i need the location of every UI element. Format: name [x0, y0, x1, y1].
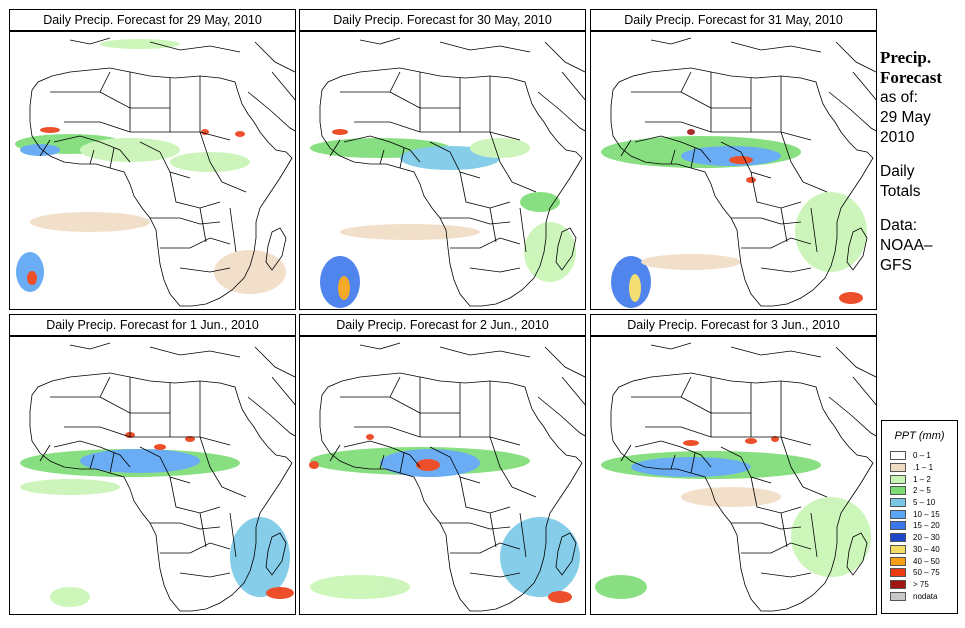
panel-title: Daily Precip. Forecast for 30 May, 2010 [299, 9, 586, 31]
as-of-label: as of: [880, 89, 918, 106]
forecast-panel-30-may: Daily Precip. Forecast for 30 May, 2010 [299, 9, 586, 310]
legend-label: 0 – 1 [913, 451, 931, 461]
legend-label: 15 – 20 [913, 521, 940, 531]
legend-swatch [890, 509, 906, 519]
legend-item: 0 – 1 [890, 450, 940, 462]
legend-label: .1 – 1 [913, 463, 934, 473]
legend-item: nodata [890, 590, 940, 602]
legend-swatch [890, 556, 906, 566]
legend-swatch [890, 579, 906, 589]
precip-map [9, 336, 296, 615]
legend-label: 20 – 30 [913, 533, 940, 543]
legend-label: 2 – 5 [913, 486, 931, 496]
forecast-panel-31-may: Daily Precip. Forecast for 31 May, 2010 [590, 9, 877, 310]
forecast-heading: Forecast [880, 68, 942, 87]
precip-map [299, 336, 586, 615]
legend-label: nodata [913, 591, 938, 601]
legend-item: 5 – 10 [890, 497, 940, 509]
panel-title: Daily Precip. Forecast for 31 May, 2010 [590, 9, 877, 31]
legend-swatch [890, 521, 906, 531]
legend-item: 50 – 75 [890, 567, 940, 579]
legend-item: 15 – 20 [890, 520, 940, 532]
forecast-info: Precip. Forecast as of: 29 May 2010 Dail… [880, 48, 962, 276]
legend-item: .1 – 1 [890, 462, 940, 474]
legend-item: 2 – 5 [890, 485, 940, 497]
legend-swatch [890, 498, 906, 508]
data-source-model: GFS [880, 257, 912, 274]
forecast-panel-1-jun: Daily Precip. Forecast for 1 Jun., 2010 [9, 314, 296, 615]
forecast-panel-2-jun: Daily Precip. Forecast for 2 Jun., 2010 [299, 314, 586, 615]
legend-swatch [890, 451, 906, 461]
legend-swatch [890, 533, 906, 543]
panel-title: Daily Precip. Forecast for 2 Jun., 2010 [299, 314, 586, 336]
precip-map [9, 31, 296, 310]
legend-label: 1 – 2 [913, 474, 931, 484]
legend-swatch [890, 544, 906, 554]
forecast-panel-3-jun: Daily Precip. Forecast for 3 Jun., 2010 [590, 314, 877, 615]
as-of-date: 29 May [880, 109, 931, 126]
precip-heading: Precip. [880, 48, 932, 67]
panel-title: Daily Precip. Forecast for 1 Jun., 2010 [9, 314, 296, 336]
legend-label: 30 – 40 [913, 544, 940, 554]
legend-item: 10 – 15 [890, 508, 940, 520]
legend-label: > 75 [913, 579, 929, 589]
legend-label: 50 – 75 [913, 568, 940, 578]
precip-map [299, 31, 586, 310]
legend-title: PPT (mm) [894, 430, 945, 442]
legend-item: 40 – 50 [890, 555, 940, 567]
legend-item: 20 – 30 [890, 532, 940, 544]
precip-map [590, 31, 877, 310]
precip-map [590, 336, 877, 615]
data-label: Data: [880, 217, 918, 234]
legend-item: > 75 [890, 579, 940, 591]
daily-label: Daily [880, 163, 915, 180]
legend-label: 5 – 10 [913, 498, 936, 508]
data-source: NOAA– [880, 237, 933, 254]
panel-title: Daily Precip. Forecast for 29 May, 2010 [9, 9, 296, 31]
legend-swatch [890, 474, 906, 484]
totals-label: Totals [880, 183, 921, 200]
legend-label: 10 – 15 [913, 509, 940, 519]
legend-item: 1 – 2 [890, 473, 940, 485]
legend-item: 30 – 40 [890, 544, 940, 556]
panel-title: Daily Precip. Forecast for 3 Jun., 2010 [590, 314, 877, 336]
as-of-year: 2010 [880, 129, 915, 146]
legend-label: 40 – 50 [913, 556, 940, 566]
forecast-panel-29-may: Daily Precip. Forecast for 29 May, 2010 [9, 9, 296, 310]
legend-swatch [890, 591, 906, 601]
legend-swatch [890, 568, 906, 578]
legend-swatch [890, 486, 906, 496]
legend-swatch [890, 463, 906, 473]
